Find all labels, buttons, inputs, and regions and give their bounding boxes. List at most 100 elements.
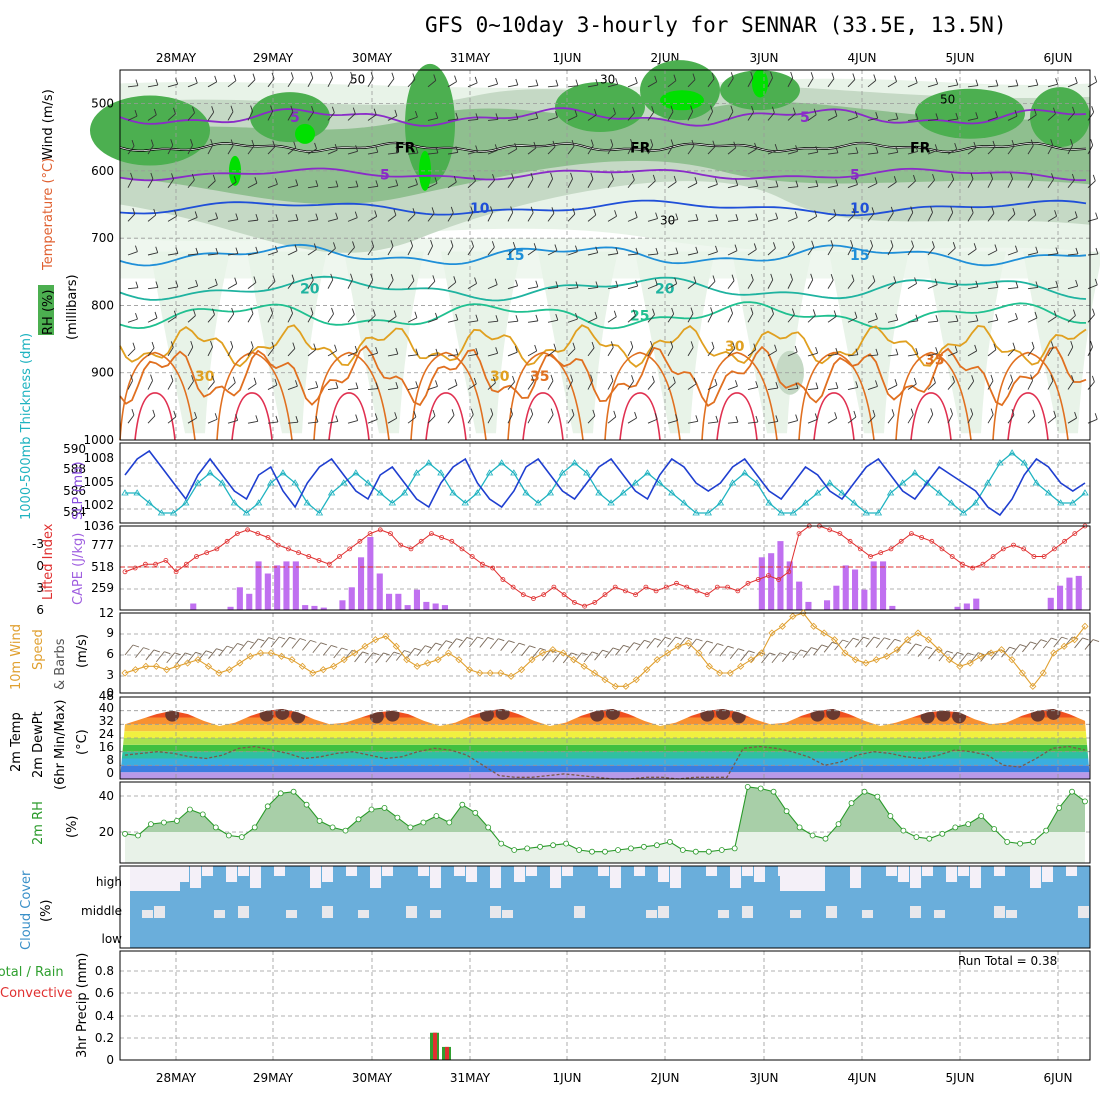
temp-peak	[165, 709, 180, 722]
warm-loop-contour	[716, 392, 758, 441]
rh2m-point	[783, 808, 790, 815]
wind-barb	[727, 385, 738, 390]
slp-tick: 1008	[83, 451, 114, 465]
rh-green-blob	[555, 82, 645, 132]
cloud-level-label: high	[96, 875, 122, 889]
cape-bar	[190, 603, 197, 610]
wind-barb	[287, 385, 298, 390]
wind10-point	[330, 662, 338, 670]
wind-barb-flag	[230, 340, 234, 348]
wind-barb-flag	[1092, 174, 1096, 182]
wind-barb-flag	[590, 374, 593, 381]
thickness-point	[206, 469, 214, 476]
wind10-barb	[521, 645, 530, 657]
wind-barb-flag	[915, 145, 919, 152]
wind10-barb-flag	[675, 636, 682, 640]
wind-barb	[547, 286, 558, 290]
wind-barb-flag	[374, 210, 378, 217]
wind10-point	[340, 656, 348, 664]
wind10-barb	[813, 644, 823, 656]
wind-barb	[307, 219, 318, 222]
wind10-barb	[489, 638, 499, 650]
lifted-index-point	[766, 573, 771, 578]
wind10-barb	[218, 645, 228, 657]
wind-barb-flag	[292, 342, 296, 349]
wind-barb-flag	[435, 312, 438, 320]
wind-barb	[1047, 380, 1054, 390]
wind-barb	[967, 212, 974, 222]
wind-barb-flag	[194, 211, 198, 218]
temp-contour-line	[119, 345, 1087, 408]
wind10-barb-flag	[1051, 637, 1058, 641]
wind-barb-flag	[755, 213, 759, 220]
wind-barb-flag	[1012, 207, 1016, 215]
contour-label-extra: 30	[490, 369, 510, 385]
wind-barb-flag	[893, 276, 897, 283]
wind10-barb	[1084, 639, 1094, 650]
lifted-index-point	[439, 535, 445, 540]
wind-barb	[447, 414, 455, 424]
thickness-point	[182, 499, 190, 506]
wind-barb	[227, 253, 238, 256]
wind-barb-flag	[454, 379, 458, 386]
cloud-mid-gap	[574, 906, 585, 918]
wind-barb-flag	[535, 112, 539, 119]
wind-barb	[1067, 285, 1078, 290]
wind-barb	[167, 286, 178, 290]
wind-barb	[987, 146, 996, 155]
lifted-index-point	[796, 531, 802, 536]
wind-barb-flag	[571, 408, 575, 416]
wind10-barb	[155, 651, 165, 663]
cloud-high-gap	[226, 866, 237, 882]
wind-barb-flag	[874, 177, 878, 184]
cloud-high-gap	[250, 866, 261, 888]
wind-barb	[907, 151, 918, 155]
wind-barb-flag	[590, 172, 594, 180]
wind-barb-flag	[191, 375, 194, 382]
wind-barb	[587, 145, 594, 155]
wind-barb-flag	[171, 173, 174, 180]
wind-barb	[347, 77, 354, 88]
wind-barb	[1007, 115, 1018, 121]
wind-barb-flag	[211, 106, 215, 113]
rh-contour-label: 30	[660, 214, 675, 228]
wind-barb-flag	[990, 172, 994, 179]
wind-barb-flag	[593, 208, 597, 216]
cloud-high-gap	[490, 866, 501, 888]
wind-barb	[907, 118, 918, 121]
wind-barb-flag	[355, 382, 359, 389]
wind10-barb	[886, 638, 896, 650]
lifted-index-point	[183, 561, 189, 567]
wind-barb-flag	[555, 111, 558, 118]
cape-bar	[348, 587, 355, 610]
wind-barb-flag	[275, 415, 279, 423]
wind-barb-flag	[755, 180, 759, 187]
rh2m-point	[654, 842, 660, 849]
wind-barb-flag	[1050, 139, 1054, 146]
wind-barb-flag	[173, 410, 177, 418]
cloud-high-gap	[886, 866, 897, 876]
wind-barb	[727, 219, 738, 222]
wind-barb-flag	[470, 408, 474, 415]
lifted-index-point	[602, 592, 608, 598]
precip-tick: 0.8	[95, 964, 114, 978]
wind-barb	[567, 414, 575, 424]
wind10-barb	[333, 647, 343, 659]
wind-barb	[687, 383, 697, 390]
wind-barb-flag	[611, 173, 614, 180]
wind-barb	[127, 414, 135, 424]
wind-barb	[667, 145, 674, 155]
wind10-point	[361, 642, 369, 650]
temp-contour-line	[119, 167, 1087, 182]
wind-barb	[1087, 81, 1097, 88]
wind-barb	[427, 152, 438, 155]
wind-barb-flag	[1030, 139, 1034, 146]
wind-barb	[247, 145, 255, 155]
lifted-index-point	[377, 527, 383, 533]
wind-barb-flag	[375, 180, 379, 187]
wind-barb-flag	[412, 73, 416, 80]
wind10-barb-flag	[1082, 637, 1089, 641]
wind-barb	[167, 316, 177, 323]
wind10-point	[152, 662, 160, 670]
wind10-point	[1050, 649, 1058, 657]
